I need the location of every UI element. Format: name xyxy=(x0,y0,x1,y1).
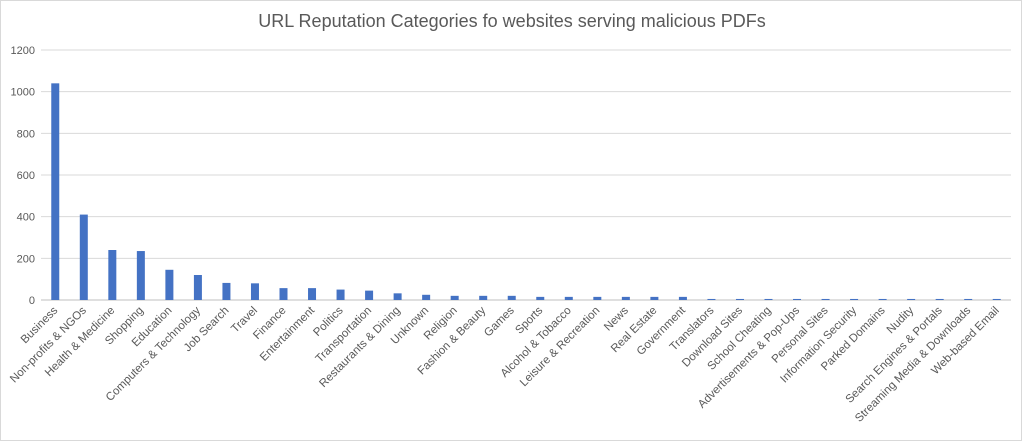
bar xyxy=(764,298,773,300)
bar xyxy=(850,298,859,300)
bar xyxy=(964,298,973,300)
bar xyxy=(621,296,630,300)
y-tick-label: 1000 xyxy=(11,87,35,99)
bar xyxy=(793,298,802,300)
bar xyxy=(707,298,716,300)
bar xyxy=(564,296,573,300)
x-tick-label: Games xyxy=(482,304,517,339)
bar xyxy=(735,298,744,300)
y-tick-label: 800 xyxy=(17,128,35,140)
bar xyxy=(250,283,259,300)
bar xyxy=(108,250,117,300)
bar xyxy=(193,275,202,300)
bar xyxy=(507,295,516,300)
bar xyxy=(336,289,345,300)
chart-title: URL Reputation Categories fo websites se… xyxy=(258,11,766,31)
bar xyxy=(821,298,830,300)
bar xyxy=(935,298,944,300)
bar xyxy=(365,290,374,300)
bar xyxy=(222,282,231,300)
y-tick-label: 600 xyxy=(17,170,35,182)
bar xyxy=(393,293,402,300)
bar xyxy=(678,296,687,300)
bar xyxy=(878,298,887,300)
bar xyxy=(907,298,916,300)
bar xyxy=(593,296,602,300)
bar xyxy=(136,251,145,300)
bar xyxy=(308,288,317,300)
bar xyxy=(79,214,88,300)
y-tick-label: 200 xyxy=(17,253,35,265)
bar xyxy=(479,295,488,300)
y-tick-label: 400 xyxy=(17,212,35,224)
y-tick-label: 0 xyxy=(29,295,35,307)
bar xyxy=(165,269,174,300)
bar xyxy=(536,296,545,300)
bar xyxy=(450,295,459,300)
bar xyxy=(650,296,659,300)
bar xyxy=(992,298,1001,300)
y-tick-label: 1200 xyxy=(11,45,35,57)
bar xyxy=(422,294,431,300)
bar xyxy=(51,83,60,300)
bar xyxy=(279,288,288,300)
